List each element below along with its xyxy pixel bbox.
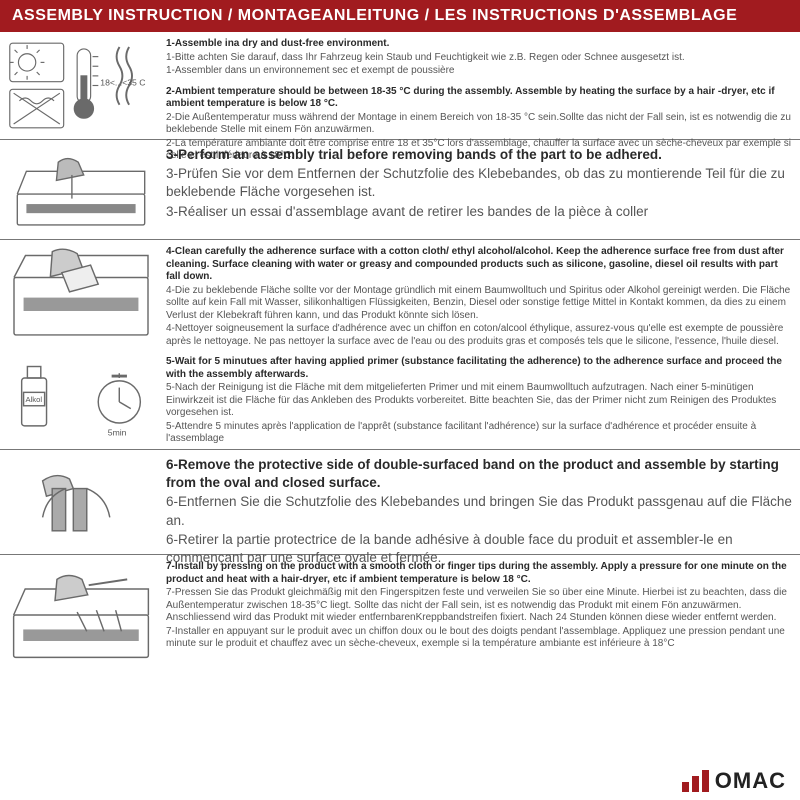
- instruction-row: Alkol 5min 4-Clean carefully the adheren…: [0, 240, 800, 450]
- instruction-line: 5-Nach der Reinigung ist die Fläche mit …: [166, 382, 792, 420]
- instruction-text: 6-Remove the protective side of double-s…: [162, 450, 800, 554]
- instruction-row: 3-Perform an assembly trial before remov…: [0, 140, 800, 240]
- instruction-line: 2-Ambient temperature should be between …: [166, 86, 792, 111]
- instruction-line: 4-Nettoyer soigneusement la surface d'ad…: [166, 323, 792, 348]
- instruction-line: 6-Entfernen Sie die Schutzfolie des Kleb…: [166, 493, 792, 529]
- instruction-line: 1-Bitte achten Sie darauf, dass Ihr Fahr…: [166, 52, 792, 65]
- instruction-line: 6-Remove the protective side of double-s…: [166, 456, 792, 492]
- header-bar: ASSEMBLY INSTRUCTION / MONTAGEANLEITUNG …: [0, 0, 800, 32]
- instruction-line: 3-Prüfen Sie vor dem Entfernen der Schut…: [166, 165, 792, 201]
- instruction-line: 1-Assembler dans un environnement sec et…: [166, 65, 792, 78]
- instruction-line: 7-Pressen Sie das Produkt gleichmäßig mi…: [166, 587, 792, 625]
- instruction-line: 3-Perform an assembly trial before remov…: [166, 146, 792, 164]
- instruction-line: 2-Die Außentemperatur muss während der M…: [166, 112, 792, 137]
- footer-logo: OMAC: [682, 768, 786, 794]
- instruction-line: 3-Réaliser un essai d'assemblage avant d…: [166, 203, 792, 221]
- instruction-text: 1-Assemble ina dry and dust-free environ…: [162, 32, 800, 139]
- illustration-peel-icon: [0, 450, 162, 554]
- instruction-text: 3-Perform an assembly trial before remov…: [162, 140, 800, 239]
- illustration-trial-icon: [0, 140, 162, 239]
- timer-label: 5min: [108, 427, 127, 437]
- instruction-rows: 18<...<35 C 1-Assemble ina dry and dust-…: [0, 32, 800, 675]
- illustration-temp-icon: 18<...<35 C: [0, 32, 162, 139]
- instruction-text: 7-Install by pressing on the product wit…: [162, 555, 800, 675]
- illustration-press-icon: [0, 555, 162, 675]
- instruction-line: 4-Die zu beklebende Fläche sollte vor de…: [166, 285, 792, 323]
- instruction-line: 5-Wait for 5 minutues after having appli…: [166, 356, 792, 381]
- instruction-line: 1-Assemble ina dry and dust-free environ…: [166, 38, 792, 51]
- instruction-row: 7-Install by pressing on the product wit…: [0, 555, 800, 675]
- header-title: ASSEMBLY INSTRUCTION / MONTAGEANLEITUNG …: [12, 7, 737, 24]
- instruction-row: 6-Remove the protective side of double-s…: [0, 450, 800, 555]
- brand-name: OMAC: [715, 768, 786, 794]
- illustration-clean-icon: Alkol 5min: [0, 240, 162, 449]
- instruction-line: 7-Installer en appuyant sur le produit a…: [166, 626, 792, 651]
- instruction-row: 18<...<35 C 1-Assemble ina dry and dust-…: [0, 32, 800, 140]
- instruction-line: 5-Attendre 5 minutes après l'application…: [166, 421, 792, 446]
- instruction-text: 4-Clean carefully the adherence surface …: [162, 240, 800, 449]
- temp-range-label: 18<...<35 C: [100, 78, 145, 88]
- bottle-label: Alkol: [25, 395, 42, 404]
- instruction-line: 7-Install by pressing on the product wit…: [166, 561, 792, 586]
- logo-bars-icon: [682, 770, 709, 792]
- instruction-line: 4-Clean carefully the adherence surface …: [166, 246, 792, 284]
